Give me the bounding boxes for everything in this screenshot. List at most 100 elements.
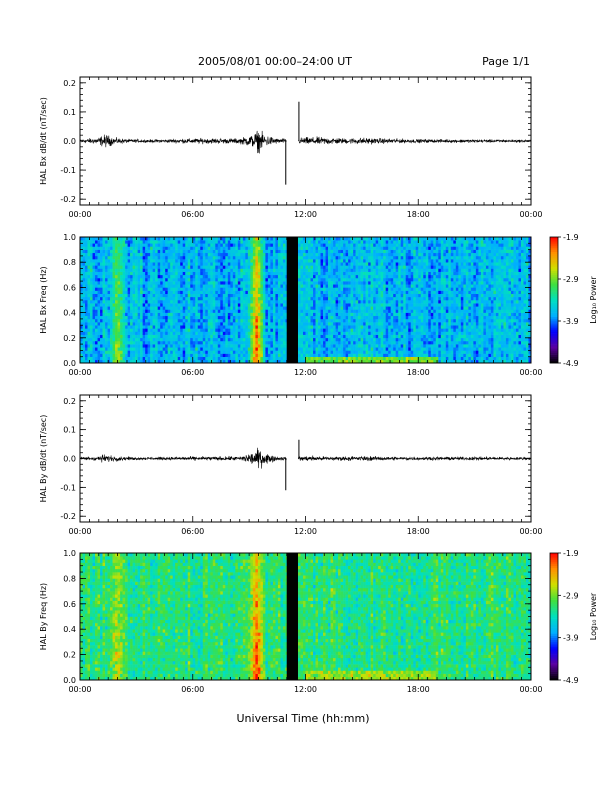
spectrogram-cell [225, 303, 228, 306]
spectrogram-cell [228, 344, 231, 347]
spectrogram-cell [351, 335, 354, 338]
spectrogram-cell [223, 344, 226, 347]
spectrogram-cell [376, 350, 379, 353]
spectrogram-cell [188, 354, 191, 357]
spectrogram-cell [170, 357, 173, 360]
spectrogram-cell [148, 253, 151, 256]
spectrogram-cell [125, 272, 128, 275]
spectrogram-cell [235, 341, 238, 344]
spectrogram-cell [358, 237, 361, 240]
spectrogram-cell [245, 243, 248, 246]
spectrogram-cell [233, 328, 236, 331]
spectrogram-cell [150, 265, 153, 268]
spectrogram-cell [353, 269, 356, 272]
spectrogram-cell [138, 259, 141, 262]
spectrogram-cell [313, 294, 316, 297]
spectrogram-cell [228, 325, 231, 328]
spectrogram-cell [308, 354, 311, 357]
spectrogram-cell [115, 281, 118, 284]
spectrogram-cell [173, 350, 176, 353]
spectrogram-cell [113, 240, 116, 243]
spectrogram-cell [170, 284, 173, 287]
spectrogram-cell [190, 297, 193, 300]
spectrogram-cell [85, 246, 88, 249]
spectrogram-cell [220, 350, 223, 353]
spectrogram-cell [120, 246, 123, 249]
spectrogram-cell [371, 303, 374, 306]
spectrogram-cell [265, 335, 268, 338]
spectrogram-cell [158, 338, 161, 341]
spectrogram-cell [125, 243, 128, 246]
spectrogram-cell [258, 357, 261, 360]
spectrogram-cell [210, 243, 213, 246]
spectrogram-cell [173, 332, 176, 335]
spectrogram-cell [93, 253, 96, 256]
spectrogram-cell [90, 325, 93, 328]
spectrogram-cell [316, 265, 319, 268]
spectrogram-cell [90, 287, 93, 290]
spectrogram-cell [311, 347, 314, 350]
spectrogram-cell [220, 275, 223, 278]
spectrogram-cell [88, 338, 91, 341]
spectrogram-cell [163, 322, 166, 325]
spectrogram-cell [353, 284, 356, 287]
spectrogram-cell [215, 237, 218, 240]
spectrogram-cell [366, 303, 369, 306]
spectrogram-cell [278, 275, 281, 278]
spectrogram-cell [255, 250, 258, 253]
spectrogram-cell [248, 250, 251, 253]
spectrogram-cell [203, 300, 206, 303]
spectrogram-cell [115, 303, 118, 306]
spectrogram-cell [165, 256, 168, 259]
spectrogram-cell [205, 354, 208, 357]
spectrogram-cell [268, 344, 271, 347]
spectrogram-cell [98, 335, 101, 338]
spectrogram-cell [238, 309, 241, 312]
spectrogram-cell [125, 344, 128, 347]
spectrogram-cell [373, 256, 376, 259]
spectrogram-cell [328, 357, 331, 360]
spectrogram-cell [363, 294, 366, 297]
spectrogram-cell [300, 246, 303, 249]
spectrogram-cell [326, 243, 329, 246]
spectrogram-cell [306, 259, 309, 262]
spectrogram-cell [148, 287, 151, 290]
spectrogram-cell [308, 256, 311, 259]
spectrogram-cell [148, 265, 151, 268]
spectrogram-cell [175, 287, 178, 290]
spectrogram-cell [373, 347, 376, 350]
spectrogram-cell [85, 322, 88, 325]
spectrogram-cell [268, 322, 271, 325]
spectrogram-cell [128, 269, 131, 272]
spectrogram-cell [308, 287, 311, 290]
spectrogram-cell [103, 256, 106, 259]
spectrogram-cell [316, 347, 319, 350]
spectrogram-cell [240, 269, 243, 272]
spectrogram-cell [158, 269, 161, 272]
spectrogram-cell [205, 291, 208, 294]
spectrogram-cell [280, 313, 283, 316]
spectrogram-cell [283, 284, 286, 287]
spectrogram-cell [178, 313, 181, 316]
spectrogram-cell [306, 297, 309, 300]
spectrogram-cell [138, 291, 141, 294]
spectrogram-cell [336, 237, 339, 240]
spectrogram-cell [145, 253, 148, 256]
spectrogram-cell [103, 303, 106, 306]
spectrogram-cell [366, 341, 369, 344]
spectrogram-cell [351, 259, 354, 262]
spectrogram-cell [138, 269, 141, 272]
spectrogram-cell [200, 287, 203, 290]
spectrogram-cell [175, 328, 178, 331]
spectrogram-cell [313, 338, 316, 341]
spectrogram-cell [303, 322, 306, 325]
spectrogram-cell [358, 272, 361, 275]
spectrogram-cell [178, 300, 181, 303]
spectrogram-cell [263, 306, 266, 309]
spectrogram-cell [213, 338, 216, 341]
spectrogram-cell [308, 262, 311, 265]
spectrogram-cell [338, 306, 341, 309]
spectrogram-cell [278, 284, 281, 287]
spectrogram-cell [213, 259, 216, 262]
spectrogram-cell [240, 278, 243, 281]
